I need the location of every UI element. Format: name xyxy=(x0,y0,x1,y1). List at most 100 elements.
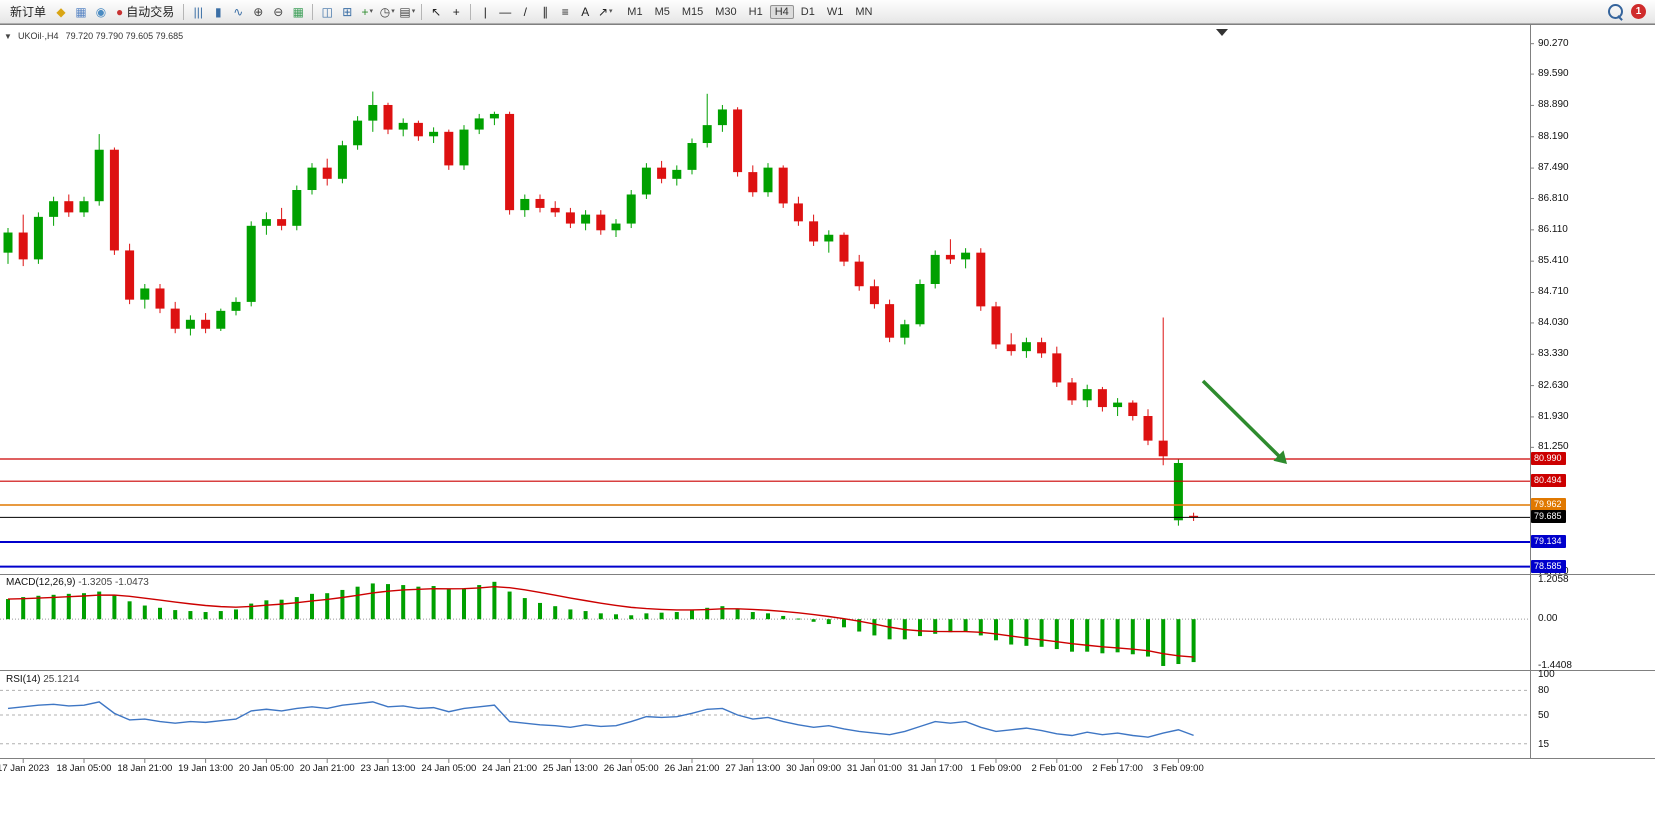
candle-body xyxy=(307,167,317,191)
candle-body xyxy=(854,261,864,287)
candle-body xyxy=(1082,389,1092,401)
candle-body xyxy=(641,167,651,195)
notification-badge[interactable]: 1 xyxy=(1631,4,1646,19)
macd-bar xyxy=(674,612,679,620)
macd-bar xyxy=(766,613,770,620)
chart-symbol-period: UKOil·,H4 xyxy=(17,31,59,41)
line-chart-type-icon[interactable]: ∿ xyxy=(233,4,244,19)
candle-body xyxy=(429,131,439,137)
candle-body xyxy=(657,167,667,179)
arrows-tool-icon-dropdown[interactable]: ▾ xyxy=(609,7,613,15)
macd-bar xyxy=(614,614,618,620)
macd-bar xyxy=(82,593,86,620)
macd-bar xyxy=(857,619,862,632)
arrows-tool-icon[interactable]: ↗ ▾ xyxy=(597,4,613,19)
fibonacci-icon[interactable]: ≡ xyxy=(561,4,569,19)
timeframe-m1[interactable]: M1 xyxy=(627,5,643,18)
macd-bar xyxy=(1009,619,1014,645)
candle-body xyxy=(18,232,28,260)
candle-body xyxy=(1189,515,1199,518)
vertical-line-icon[interactable]: | xyxy=(483,4,487,19)
chart-header: ▼ UKOil·,H4 79.720 79.790 79.605 79.685 xyxy=(4,30,187,42)
zoom-out-icon[interactable]: ⊖ xyxy=(273,4,284,19)
candle-body xyxy=(824,234,834,242)
macd-bar xyxy=(598,613,603,620)
macd-bar xyxy=(416,586,421,620)
trendline-icon[interactable]: / xyxy=(523,4,527,19)
macd-bar xyxy=(127,601,132,620)
new-chart-icon[interactable]: + ▾ xyxy=(361,4,374,19)
macd-bar xyxy=(142,605,147,620)
grid-icon[interactable]: ▦ xyxy=(292,4,304,19)
tile-windows-icon[interactable]: ◫ xyxy=(321,4,333,19)
macd-values: -1.3205 -1.0473 xyxy=(78,577,149,588)
timeframe-d1[interactable]: D1 xyxy=(800,5,815,18)
bar-chart-type-icon[interactable]: ||| xyxy=(193,4,203,19)
search-icon[interactable] xyxy=(1608,4,1623,19)
candle-body xyxy=(565,212,575,224)
macd-bar xyxy=(97,591,102,620)
timeframe-buttons: M1 M5 M15 M30 H1 H4 D1 W1 MN xyxy=(621,4,878,19)
macd-bar xyxy=(948,619,953,633)
macd-bar xyxy=(1100,619,1105,654)
macd-bar xyxy=(781,615,786,620)
chart-shift-marker[interactable] xyxy=(1216,29,1228,36)
period-clock-icon-dropdown[interactable]: ▾ xyxy=(391,7,395,15)
candle-body xyxy=(398,122,408,130)
macd-bar xyxy=(994,619,998,641)
macd-bar xyxy=(355,586,360,620)
timeframe-m30[interactable]: M30 xyxy=(715,5,737,18)
period-clock-icon[interactable]: ◷ ▾ xyxy=(379,4,395,19)
candle-body xyxy=(961,252,971,260)
candle-body xyxy=(33,216,43,260)
auto-trading-button[interactable]: ● 自动交易 xyxy=(116,4,175,20)
zoom-in-icon[interactable]: ⊕ xyxy=(253,4,264,19)
macd-bar xyxy=(294,597,299,620)
macd-bar xyxy=(811,619,816,622)
horizontal-line-icon[interactable]: — xyxy=(499,4,512,19)
timeframe-m5[interactable]: M5 xyxy=(654,5,670,18)
candle-body xyxy=(79,201,89,213)
macd-bar xyxy=(690,610,694,620)
templates-icon-dropdown[interactable]: ▾ xyxy=(411,7,416,15)
macd-bar xyxy=(340,589,345,620)
templates-icon[interactable]: ▤ ▾ xyxy=(399,4,416,19)
macd-bar xyxy=(978,619,983,636)
toolbar-separator xyxy=(183,3,185,20)
timeframe-mn[interactable]: MN xyxy=(855,5,873,18)
macd-bar xyxy=(279,599,284,620)
timeframe-m15[interactable]: M15 xyxy=(681,5,704,18)
macd-bar xyxy=(173,610,178,620)
candle-body xyxy=(246,225,256,302)
news-icon[interactable]: ◉ xyxy=(95,4,107,19)
macd-bar xyxy=(933,619,938,634)
timeframe-h4[interactable]: H4 xyxy=(769,4,794,19)
candle-body xyxy=(1037,342,1047,354)
timeframe-w1[interactable]: W1 xyxy=(826,5,844,18)
candle-body xyxy=(1158,440,1168,457)
one-click-trading-toggle[interactable]: ▼ xyxy=(4,32,12,41)
macd-bar xyxy=(386,584,390,620)
macd-bar xyxy=(1176,619,1181,665)
candle-body xyxy=(763,167,773,193)
timeframe-h1[interactable]: H1 xyxy=(748,5,763,18)
cursor-icon[interactable]: ↖ xyxy=(431,4,442,19)
crosshair-icon[interactable]: + xyxy=(452,4,460,19)
depth-of-market-icon[interactable]: ▦ xyxy=(75,4,87,19)
candle-body xyxy=(49,201,59,217)
new-chart-icon-dropdown[interactable]: ▾ xyxy=(369,7,374,15)
macd-bar xyxy=(492,581,497,620)
candle-body xyxy=(292,190,302,226)
trend-arrow[interactable] xyxy=(1201,379,1283,460)
macd-bar xyxy=(720,606,725,620)
text-label-icon[interactable]: A xyxy=(581,4,590,19)
macd-bar xyxy=(1115,619,1120,653)
equidistant-channel-icon[interactable]: ∥ xyxy=(542,4,549,19)
candlestick-type-icon[interactable]: ▮ xyxy=(214,4,222,19)
new-order-button[interactable]: 新订单 xyxy=(10,5,47,19)
macd-bar xyxy=(826,619,831,625)
mql5-community-icon[interactable]: ◆ xyxy=(56,4,66,19)
auto-scroll-icon[interactable]: ⊞ xyxy=(342,4,353,19)
